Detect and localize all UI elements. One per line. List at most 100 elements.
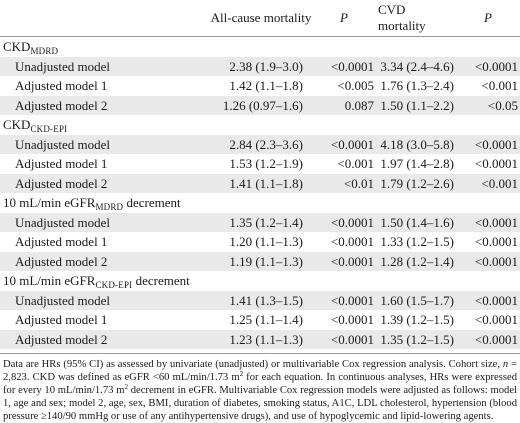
cvd-hr: 3.34 (2.4–4.6) xyxy=(376,56,456,76)
cvd-hr: 1.76 (1.3–2.4) xyxy=(380,78,454,93)
section-header-row: 10 mL/min eGFRCKD-EPI decrement xyxy=(0,271,520,291)
cvd-hr: 1.39 (1.2–1.5) xyxy=(380,312,454,327)
table-header-row: All-cause mortality P CVD mortality P xyxy=(0,0,520,37)
table-row: Unadjusted model 2.38 (1.9–3.0) <0.0001 3.3… xyxy=(0,56,520,76)
row-label: Unadjusted model xyxy=(0,134,200,154)
section-title-suffix: decrement xyxy=(132,273,190,288)
section-title-subscript: CKD-EPI xyxy=(95,280,133,290)
row-label: Adjusted model 1 xyxy=(15,156,108,171)
footnote-sup2: 2 xyxy=(124,383,128,391)
section-title-main: 10 mL/min eGFR xyxy=(3,273,96,288)
cvd-hr: 1.35 (1.2–1.5) xyxy=(376,329,456,349)
all-cause-p-value: <0.0001 xyxy=(312,212,376,232)
header-all-cause-mortality: All-cause mortality xyxy=(200,0,312,37)
table-row: Adjusted model 1 1.20 (1.1–1.3) <0.0001 1.3… xyxy=(0,232,520,252)
table-row: Adjusted model 2 1.26 (0.97–1.6) 0.087 1.50… xyxy=(0,95,520,115)
cvd-p-value: <0.0001 xyxy=(456,56,520,76)
cvd-hr: 1.50 (1.1–2.2) xyxy=(376,95,456,115)
cvd-p-value: <0.0001 xyxy=(456,329,520,349)
footnote-part3: for each equation. In continuous analyse… xyxy=(3,372,518,396)
cvd-hr: 1.97 (1.4–2.8) xyxy=(380,156,454,171)
header-p-value-1: P xyxy=(312,0,376,37)
all-cause-hr: 1.25 (1.1–1.4) xyxy=(229,312,303,327)
section-header-row: CKDCKD-EPI xyxy=(0,115,520,135)
cvd-p-value: <0.001 xyxy=(456,173,520,193)
all-cause-hr: 1.41 (1.3–1.5) xyxy=(200,290,312,310)
all-cause-hr: 1.26 (0.97–1.6) xyxy=(200,95,312,115)
all-cause-hr: 1.19 (1.1–1.3) xyxy=(200,251,312,271)
all-cause-p-value: <0.0001 xyxy=(312,134,376,154)
all-cause-hr: 1.42 (1.1–1.8) xyxy=(229,78,303,93)
table-row: Adjusted model 2 1.19 (1.1–1.3) <0.0001 1.2… xyxy=(0,251,520,271)
section-title-suffix: decrement xyxy=(123,195,181,210)
cvd-p-value: <0.001 xyxy=(481,78,518,93)
section-title: 10 mL/min eGFRMDRD decrement xyxy=(0,193,520,213)
section-title: CKDCKD-EPI xyxy=(0,115,520,135)
row-label: Adjusted model 2 xyxy=(0,329,200,349)
table-row: Adjusted model 1 1.42 (1.1–1.8) <0.005 1.76… xyxy=(0,76,520,96)
row-label: Adjusted model 1 xyxy=(15,234,108,249)
cvd-hr: 1.50 (1.4–1.6) xyxy=(376,212,456,232)
footnote-sup1: 2 xyxy=(239,370,244,378)
footnote-n: n xyxy=(502,359,509,370)
row-label: Adjusted model 2 xyxy=(0,173,200,193)
all-cause-p-value: <0.0001 xyxy=(312,290,376,310)
row-label: Adjusted model 2 xyxy=(0,251,200,271)
cvd-hr: 1.60 (1.5–1.7) xyxy=(376,290,456,310)
cvd-p-value: <0.0001 xyxy=(456,134,520,154)
section-title-main: CKD xyxy=(3,117,31,132)
all-cause-hr: 1.53 (1.2–1.9) xyxy=(229,156,303,171)
all-cause-p-value: <0.0001 xyxy=(312,329,376,349)
header-p-value-2: P xyxy=(456,0,520,37)
table-row: Unadjusted model 2.84 (2.3–3.6) <0.0001 4.1… xyxy=(0,134,520,154)
all-cause-p-value: <0.001 xyxy=(337,156,374,171)
section-header-row: CKDMDRD xyxy=(0,36,520,57)
cvd-p-value: <0.0001 xyxy=(474,156,518,171)
all-cause-hr: 1.35 (1.2–1.4) xyxy=(200,212,312,232)
table-row: Adjusted model 2 1.23 (1.1–1.3) <0.0001 1.3… xyxy=(0,329,520,349)
row-label: Adjusted model 2 xyxy=(0,95,200,115)
section-title-subscript: MDRD xyxy=(95,202,124,212)
row-label: Unadjusted model xyxy=(0,56,200,76)
section-title-subscript: CKD-EPI xyxy=(30,124,68,134)
cvd-hr: 1.79 (1.2–2.6) xyxy=(376,173,456,193)
section-title-subscript: MDRD xyxy=(30,46,59,56)
table-body: CKDMDRD Unadjusted model 2.38 (1.9–3.0) <0.… xyxy=(0,36,520,349)
footnote-part2: = 2,823. CKD was defined as eGFR <60 mL/… xyxy=(3,359,518,383)
cvd-p-value: <0.0001 xyxy=(456,251,520,271)
section-title: 10 mL/min eGFRCKD-EPI decrement xyxy=(0,271,520,291)
all-cause-p-value: <0.0001 xyxy=(330,312,374,327)
table-row: Adjusted model 2 1.41 (1.1–1.8) <0.01 1.79 … xyxy=(0,173,520,193)
cvd-hr: 1.28 (1.2–1.4) xyxy=(376,251,456,271)
all-cause-p-value: <0.01 xyxy=(312,173,376,193)
cvd-p-value: <0.0001 xyxy=(456,290,520,310)
all-cause-hr: 2.38 (1.9–3.0) xyxy=(200,56,312,76)
section-title-main: CKD xyxy=(3,39,31,54)
header-cvd-mortality: CVD mortality xyxy=(376,0,456,37)
cvd-hr: 1.33 (1.2–1.5) xyxy=(380,234,454,249)
cvd-hr: 4.18 (3.0–5.8) xyxy=(376,134,456,154)
hazard-ratio-table: All-cause mortality P CVD mortality P CK… xyxy=(0,0,520,349)
table-row: Unadjusted model 1.35 (1.2–1.4) <0.0001 1.5… xyxy=(0,212,520,232)
all-cause-p-value: <0.0001 xyxy=(330,234,374,249)
cvd-p-value: <0.05 xyxy=(456,95,520,115)
all-cause-hr: 1.23 (1.1–1.3) xyxy=(200,329,312,349)
all-cause-hr: 2.84 (2.3–3.6) xyxy=(200,134,312,154)
all-cause-p-value: 0.087 xyxy=(312,95,376,115)
all-cause-hr: 1.20 (1.1–1.3) xyxy=(229,234,303,249)
table-row: Adjusted model 1 1.25 (1.1–1.4) <0.0001 1.3… xyxy=(0,310,520,330)
table-row: Unadjusted model 1.41 (1.3–1.5) <0.0001 1.6… xyxy=(0,290,520,310)
row-label: Adjusted model 1 xyxy=(15,78,108,93)
row-label: Unadjusted model xyxy=(0,212,200,232)
all-cause-p-value: <0.0001 xyxy=(312,56,376,76)
table-row: Adjusted model 1 1.53 (1.2–1.9) <0.001 1.97… xyxy=(0,154,520,174)
row-label: Adjusted model 1 xyxy=(15,312,108,327)
cvd-p-value: <0.0001 xyxy=(474,312,518,327)
header-blank xyxy=(0,0,200,37)
table-footnote: Data are HRs (95% CI) as assessed by uni… xyxy=(0,353,520,423)
section-header-row: 10 mL/min eGFRMDRD decrement xyxy=(0,193,520,213)
footnote-part1: Data are HRs (95% CI) as assessed by uni… xyxy=(3,359,503,370)
section-title: CKDMDRD xyxy=(0,36,520,57)
all-cause-hr: 1.41 (1.1–1.8) xyxy=(200,173,312,193)
